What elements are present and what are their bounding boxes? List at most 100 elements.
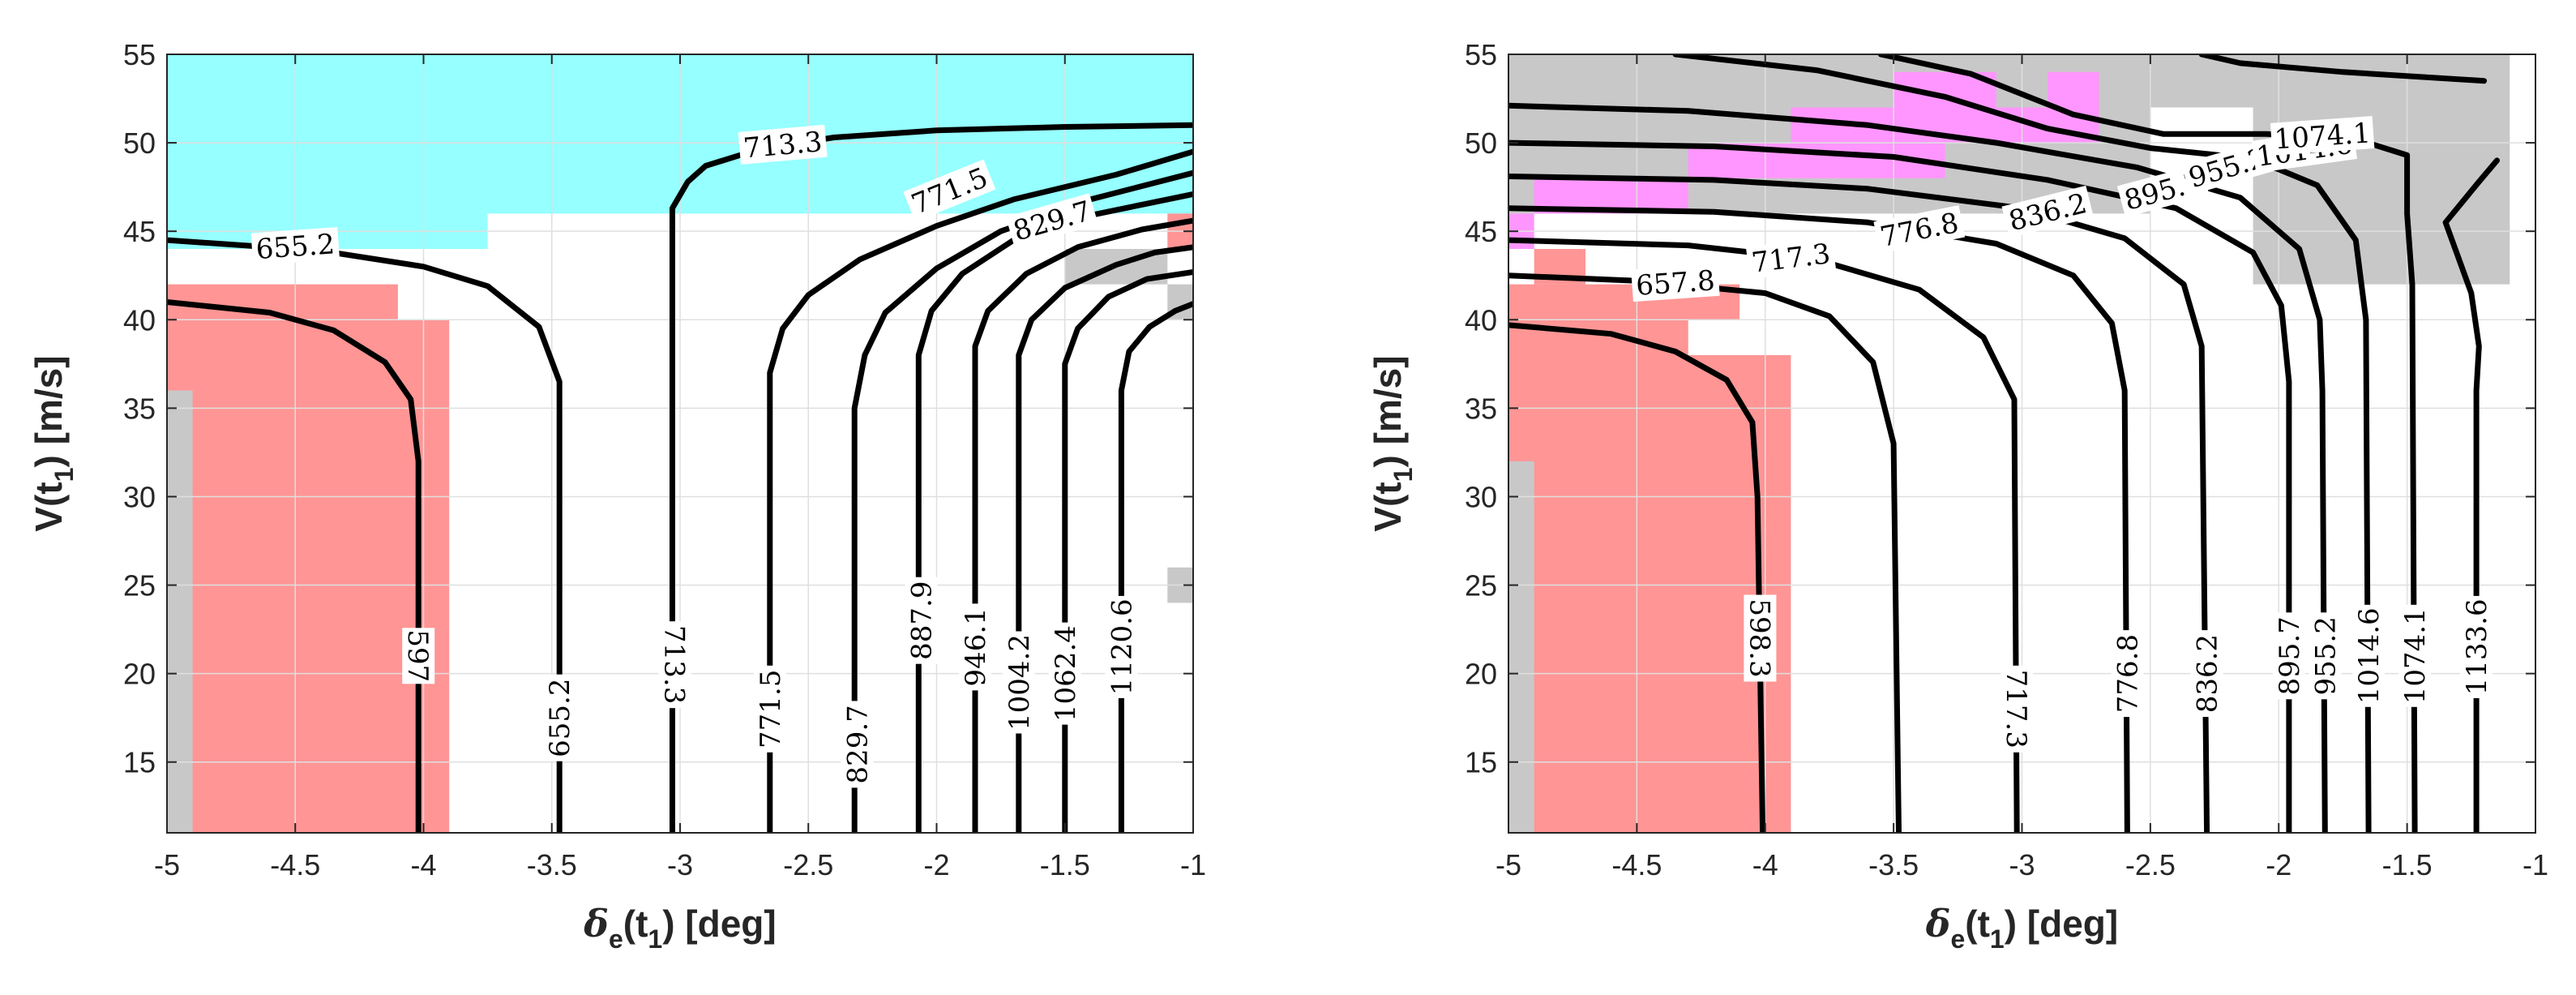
contour-label-text: 1120.6 bbox=[1106, 598, 1138, 695]
y-tick-label: 25 bbox=[1465, 569, 1497, 603]
contour-line-1133.6-lower bbox=[2442, 157, 2500, 833]
shaded-region bbox=[1508, 461, 1534, 833]
y-tick-label: 15 bbox=[1465, 746, 1497, 779]
contour-label: 598.3 bbox=[1743, 594, 1777, 682]
contour-line-1014.6 bbox=[1672, 54, 2372, 833]
contour-label-text: 598.3 bbox=[1743, 598, 1775, 677]
shaded-region bbox=[1508, 71, 2099, 249]
contour-label: 946.1 bbox=[959, 603, 992, 691]
x-tick-label: -4 bbox=[1752, 848, 1778, 881]
y-tick-label: 25 bbox=[123, 569, 156, 603]
left-contour-plot: 597655.2655.2713.3713.3771.5771.5829.782… bbox=[28, 38, 1206, 954]
contour-label: 1014.6 bbox=[2352, 604, 2386, 707]
contour-label: 1074.1 bbox=[2270, 116, 2375, 156]
contour-label: 895.7 bbox=[2272, 612, 2306, 700]
y-tick-label: 50 bbox=[1465, 127, 1497, 160]
contour-label: 655.2 bbox=[250, 227, 340, 266]
x-axis-label: δe(t1) [deg] bbox=[1925, 902, 2118, 954]
contour-line-598.3 bbox=[1508, 322, 1766, 833]
contour-label-text: 955.2 bbox=[2309, 616, 2342, 695]
shaded-region bbox=[1508, 54, 2510, 285]
y-tick-label: 35 bbox=[1465, 392, 1497, 425]
contour-label-text: 655.2 bbox=[544, 679, 576, 757]
contour-line-895.7 bbox=[1508, 139, 2292, 833]
y-tick-label: 55 bbox=[1465, 38, 1497, 71]
contour-label: 1074.1 bbox=[2398, 604, 2432, 707]
y-tick-label: 50 bbox=[123, 127, 156, 160]
x-tick-label: -5 bbox=[154, 848, 180, 881]
shaded-region bbox=[1508, 249, 1791, 833]
contour-label-text: 895.7 bbox=[2274, 616, 2306, 695]
contour-label-text: 1074.1 bbox=[2273, 117, 2371, 156]
contour-line-717.3 bbox=[1508, 237, 2020, 833]
contour-label-text: 713.3 bbox=[658, 625, 691, 704]
x-axis-label: δe(t1) [deg] bbox=[583, 902, 776, 954]
x-tick-label: -3 bbox=[667, 848, 693, 881]
contour-label-text: 887.9 bbox=[906, 581, 939, 660]
contour-label-text: 946.1 bbox=[960, 607, 992, 686]
y-tick-label: 45 bbox=[123, 215, 156, 248]
x-tick-label: -3.5 bbox=[527, 848, 577, 881]
contour-label: 836.2 bbox=[2190, 630, 2224, 718]
y-tick-label: 35 bbox=[123, 392, 156, 425]
x-tick-label: -4 bbox=[410, 848, 436, 881]
x-tick-label: -1 bbox=[1180, 848, 1206, 881]
contour-label: 1133.6 bbox=[2460, 595, 2493, 698]
contour-label-text: 1062.4 bbox=[1050, 625, 1082, 722]
contour-line-1004.2 bbox=[1016, 244, 1193, 833]
contour-label-text: 776.8 bbox=[2112, 634, 2144, 713]
contour-label: 887.9 bbox=[905, 577, 939, 664]
x-tick-label: -3.5 bbox=[1868, 848, 1919, 881]
x-tick-label: -4.5 bbox=[270, 848, 320, 881]
contour-label-text: 717.3 bbox=[2000, 670, 2032, 748]
contour-label: 829.7 bbox=[841, 701, 874, 788]
contour-label: 655.2 bbox=[543, 674, 576, 761]
contour-label: 955.2 bbox=[2309, 612, 2342, 700]
y-tick-label: 40 bbox=[123, 303, 156, 337]
contour-label: 713.3 bbox=[658, 621, 691, 709]
x-tick-label: -2 bbox=[2266, 848, 2291, 881]
contour-label-text: 655.2 bbox=[255, 228, 336, 266]
contour-line-836.2 bbox=[1508, 174, 2210, 833]
contour-label-text: 829.7 bbox=[841, 705, 874, 783]
contour-label-text: 771.5 bbox=[755, 670, 787, 748]
contour-line-771.5 bbox=[767, 148, 1193, 833]
contour-label-text: 597 bbox=[401, 629, 434, 682]
contour-label: 657.8 bbox=[1631, 263, 1720, 302]
contour-label: 1004.2 bbox=[1002, 631, 1036, 734]
x-tick-label: -1.5 bbox=[1040, 848, 1090, 881]
y-tick-label: 20 bbox=[1465, 658, 1497, 691]
x-tick-label: -2.5 bbox=[2125, 848, 2176, 881]
y-tick-label: 30 bbox=[123, 480, 156, 513]
x-tick-label: -2.5 bbox=[783, 848, 833, 881]
contour-label: 771.5 bbox=[753, 665, 787, 753]
y-axis-label: V(t1) [m/s] bbox=[28, 355, 79, 531]
contour-line-1062.4 bbox=[1062, 268, 1193, 833]
contour-label-text: 836.2 bbox=[2192, 634, 2224, 713]
x-tick-label: -2 bbox=[923, 848, 949, 881]
shaded-region bbox=[167, 390, 193, 833]
y-tick-label: 45 bbox=[1465, 215, 1497, 248]
contour-label: 713.3 bbox=[738, 124, 828, 165]
contour-label-text: 1004.2 bbox=[1003, 634, 1036, 731]
x-tick-label: -4.5 bbox=[1611, 848, 1662, 881]
y-tick-label: 30 bbox=[1465, 480, 1497, 513]
contour-line-597 bbox=[167, 299, 421, 833]
y-tick-label: 15 bbox=[123, 746, 156, 779]
contour-label: 717.3 bbox=[2000, 665, 2034, 753]
y-tick-label: 40 bbox=[1465, 303, 1497, 337]
x-tick-label: -1 bbox=[2523, 848, 2548, 881]
contour-line-776.8 bbox=[1508, 205, 2130, 833]
x-tick-label: -3 bbox=[2009, 848, 2035, 881]
contour-label: 776.8 bbox=[2111, 630, 2144, 718]
shaded-region bbox=[167, 284, 450, 833]
right-contour-plot: 598.3657.8717.3717.3776.8776.8836.2836.2… bbox=[1367, 38, 2548, 954]
contour-label-text: 1014.6 bbox=[2353, 607, 2386, 704]
contour-line-946.1 bbox=[972, 217, 1193, 833]
contour-label-text: 1133.6 bbox=[2461, 598, 2493, 695]
contour-line-1120.6 bbox=[1118, 301, 1193, 833]
x-tick-label: -5 bbox=[1496, 848, 1521, 881]
contour-label-text: 713.3 bbox=[742, 126, 823, 165]
x-tick-label: -1.5 bbox=[2382, 848, 2433, 881]
